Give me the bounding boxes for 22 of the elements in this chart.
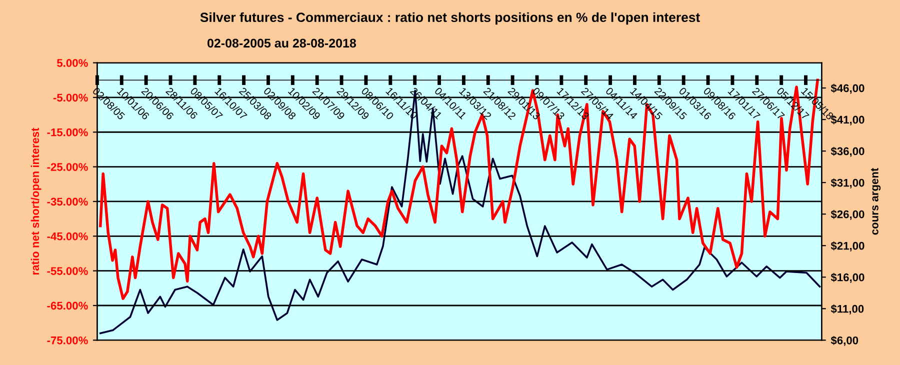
y-tick-label: 5.00% bbox=[57, 59, 88, 67]
y2-tick-label: $46,00 bbox=[830, 84, 864, 94]
y2-tick-label: $36,00 bbox=[830, 146, 864, 157]
y-tick-label: -75.00% bbox=[47, 336, 88, 344]
y2-tick-label: $31,00 bbox=[830, 178, 864, 188]
y-tick-label: -25.00% bbox=[47, 163, 88, 171]
chart-title: Silver futures - Commerciaux : ratio net shorts positions en % de l'open interest bbox=[200, 12, 700, 25]
y2-tick-label: $41,00 bbox=[830, 115, 864, 126]
y-tick-label: -55.00% bbox=[47, 267, 88, 275]
y-tick-label: -45.00% bbox=[47, 232, 88, 240]
y2-tick-label: $11,00 bbox=[830, 304, 864, 314]
y-tick-label: -15.00% bbox=[47, 128, 88, 136]
y2-tick-label: $21,00 bbox=[830, 241, 864, 252]
chart-subtitle: 02-08-2005 au 28-08-2018 bbox=[207, 38, 356, 48]
y-tick-label: -5.00% bbox=[53, 94, 88, 102]
y2-axis-title: cours argent bbox=[871, 168, 881, 235]
y2-tick-label: $16,00 bbox=[830, 272, 864, 283]
y-tick-label: -35.00% bbox=[47, 198, 88, 206]
y-axis-title: ratio net short/open interest bbox=[30, 128, 42, 275]
y-tick-label: -65.00% bbox=[47, 302, 88, 310]
y2-tick-label: $6,00 bbox=[830, 336, 858, 346]
y2-tick-label: $26,00 bbox=[830, 210, 864, 220]
